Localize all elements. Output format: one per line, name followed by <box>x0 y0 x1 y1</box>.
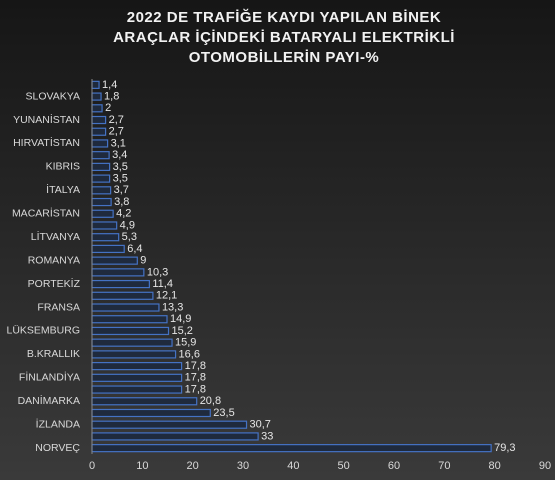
y-tick-label: KIBRIS <box>46 161 80 173</box>
y-tick-label: B.KRALLIK <box>27 348 80 360</box>
y-tick-label: ROMANYA <box>28 254 80 266</box>
bar <box>91 373 183 382</box>
value-label: 12,1 <box>156 290 177 302</box>
y-tick-label: İTALYA <box>46 183 80 196</box>
value-label: 3,1 <box>111 137 126 149</box>
bar <box>91 268 145 277</box>
y-tick-label: İZLANDA <box>36 417 80 430</box>
bar <box>91 408 211 418</box>
bar <box>91 315 168 324</box>
bar <box>91 80 100 89</box>
bar <box>91 174 111 183</box>
value-label: 13,3 <box>162 301 183 313</box>
y-tick-label: HIRVATİSTAN <box>13 136 80 149</box>
value-label: 17,8 <box>185 360 206 372</box>
bar <box>91 197 112 207</box>
bar <box>91 279 150 289</box>
y-tick-label: SLOVAKYA <box>26 90 80 102</box>
y-tick-label: PORTEKİZ <box>28 277 81 290</box>
chart-title: ARAÇLAR İÇİNDEKİ BATARYALI ELEKTRİKLİ <box>113 29 455 46</box>
bar <box>91 256 138 265</box>
y-tick-label: LİTVANYA <box>31 230 80 243</box>
value-label: 4,2 <box>116 208 131 220</box>
y-tick-label: FRANSA <box>37 301 80 313</box>
value-label: 6,4 <box>127 243 142 255</box>
bar <box>91 104 103 113</box>
value-label: 10,3 <box>147 266 168 278</box>
value-label: 15,9 <box>175 337 196 349</box>
value-label: 3,5 <box>113 161 128 173</box>
bar <box>91 291 154 300</box>
value-label: 79,3 <box>494 442 515 454</box>
value-label: 1,4 <box>102 79 117 91</box>
value-label: 9 <box>140 255 146 267</box>
bar <box>91 326 170 336</box>
value-label: 33 <box>261 430 273 442</box>
value-label: 4,9 <box>120 219 135 231</box>
value-label: 17,8 <box>185 383 206 395</box>
bar <box>91 233 120 242</box>
x-tick-label: 30 <box>237 460 249 472</box>
bar <box>91 127 107 136</box>
bar <box>91 115 107 125</box>
y-tick-label: DANİMARKA <box>18 394 80 407</box>
x-tick-label: 70 <box>438 460 450 472</box>
x-tick-label: 80 <box>489 460 501 472</box>
chart-title: 2022 DE TRAFİĞE KAYDI YAPILAN BİNEK <box>127 8 442 26</box>
bar <box>91 244 125 254</box>
value-label: 14,9 <box>170 313 191 325</box>
bar <box>91 420 248 429</box>
x-tick-label: 0 <box>89 460 95 472</box>
bar <box>91 162 111 172</box>
bar <box>91 221 118 230</box>
value-label: 2,7 <box>109 114 124 126</box>
x-tick-label: 20 <box>187 460 199 472</box>
bar <box>91 151 110 160</box>
value-label: 16,6 <box>179 348 200 360</box>
y-tick-label: YUNANİSTAN <box>13 113 80 126</box>
y-tick-label: MACARİSTAN <box>12 207 80 220</box>
value-label: 1,8 <box>104 90 119 102</box>
value-label: 30,7 <box>250 419 271 431</box>
bar <box>91 361 183 371</box>
value-label: 2,7 <box>109 126 124 138</box>
x-tick-label: 60 <box>388 460 400 472</box>
y-tick-label: LÜKSEMBURG <box>6 325 80 337</box>
y-tick-label: FİNLANDİYA <box>19 371 80 384</box>
bar <box>91 92 102 101</box>
value-label: 15,2 <box>172 325 193 337</box>
bar <box>91 209 114 218</box>
x-tick-label: 50 <box>338 460 350 472</box>
bar <box>91 139 109 148</box>
bar <box>91 432 259 441</box>
value-label: 23,5 <box>213 407 234 419</box>
x-tick-label: 90 <box>539 460 551 472</box>
value-label: 3,4 <box>112 149 127 161</box>
value-label: 3,5 <box>113 173 128 185</box>
value-label: 3,7 <box>114 184 129 196</box>
value-label: 20,8 <box>200 395 221 407</box>
value-label: 2 <box>105 102 111 114</box>
x-tick-label: 10 <box>136 460 148 472</box>
bar <box>91 385 183 394</box>
value-label: 11,4 <box>152 278 173 290</box>
bar <box>91 444 492 453</box>
bar <box>91 186 112 195</box>
bar <box>91 397 198 406</box>
bar <box>91 303 160 312</box>
bar <box>91 350 177 359</box>
value-label: 17,8 <box>185 372 206 384</box>
value-label: 5,3 <box>122 231 137 243</box>
value-label: 3,8 <box>114 196 129 208</box>
y-tick-label: NORVEÇ <box>35 442 80 454</box>
chart-title: OTOMOBİLLERİN PAYI-% <box>189 49 380 66</box>
bar <box>91 338 173 347</box>
x-tick-label: 40 <box>287 460 299 472</box>
